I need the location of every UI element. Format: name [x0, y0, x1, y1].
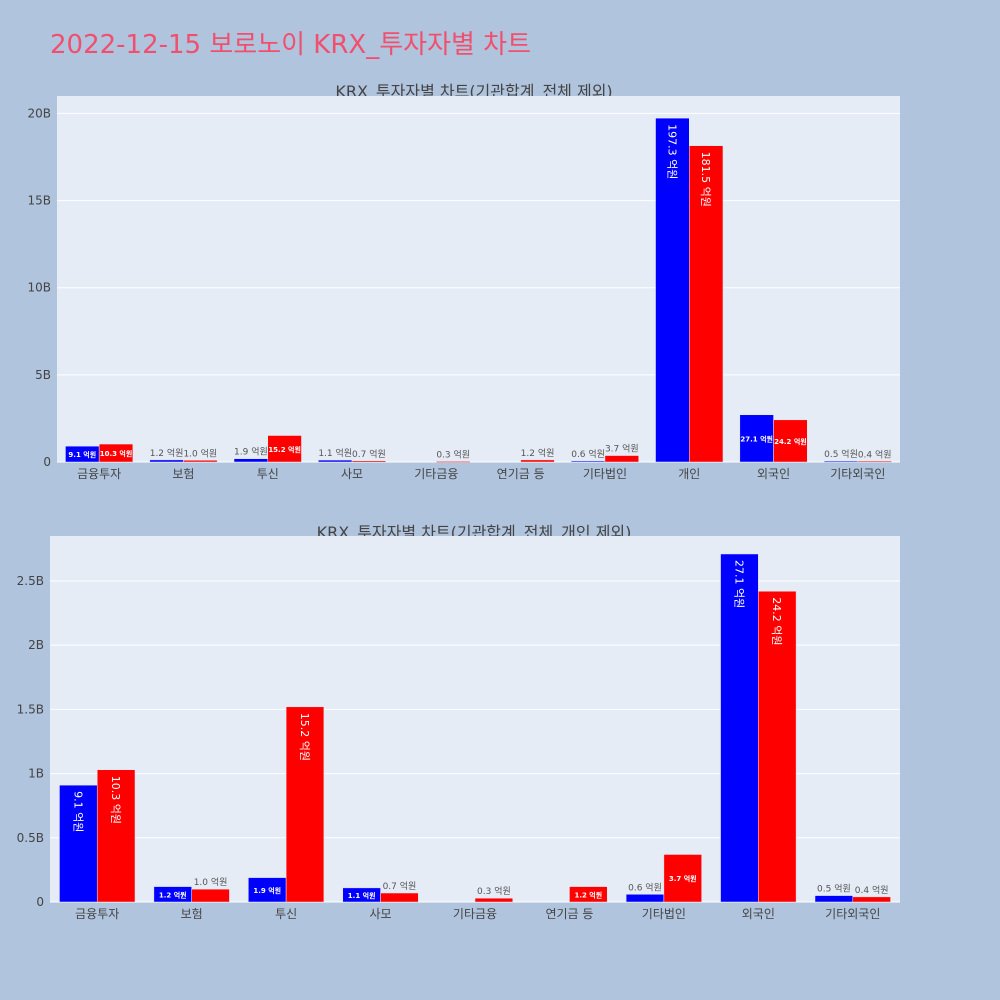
bar-buy	[59, 784, 98, 903]
data-label: 9.1 억원	[71, 791, 84, 832]
bar-sell	[569, 886, 608, 903]
bar-sell	[380, 892, 419, 903]
data-label: 27.1 억원	[740, 434, 773, 443]
data-label: 0.7 억원	[383, 880, 417, 892]
data-label: 0.5 억원	[824, 448, 858, 460]
data-label: 27.1 억원	[732, 560, 745, 608]
data-label: 1.1 억원	[318, 447, 352, 459]
data-label: 0.4 억원	[858, 448, 892, 460]
bar-sell	[474, 897, 514, 903]
bar-sell	[663, 854, 702, 903]
bar-sell	[773, 419, 808, 463]
bar-sell	[285, 706, 325, 903]
data-label: 3.7 억원	[605, 443, 639, 455]
data-label: 9.1 억원	[68, 450, 96, 459]
y-tick-label: 20B	[27, 106, 51, 120]
x-tick-label: 외국인	[742, 907, 775, 921]
data-label: 0.7 억원	[352, 448, 386, 460]
y-tick-label: 1.5B	[17, 702, 44, 716]
data-label: 0.3 억원	[477, 885, 511, 897]
data-label: 0.5 억원	[817, 883, 851, 895]
y-tick-label: 0	[36, 895, 44, 909]
y-tick-label: 0	[43, 455, 51, 469]
bar-buy	[720, 553, 759, 903]
data-label: 10.3 억원	[100, 449, 133, 458]
bar-sell	[520, 459, 555, 463]
bar-sell	[604, 455, 639, 463]
x-tick-label: 기타금융	[453, 907, 497, 921]
x-tick-label: 투신	[275, 907, 297, 921]
bar-sell	[96, 769, 136, 903]
bar-sell	[98, 443, 134, 463]
data-label: 1.9 억원	[234, 446, 268, 458]
y-tick-label: 2B	[28, 638, 44, 652]
x-tick-label: 투신	[257, 467, 279, 481]
bar-sell	[852, 896, 891, 903]
bar-sell	[191, 888, 230, 903]
data-label: 0.6 억원	[628, 881, 662, 893]
data-label: 10.3 억원	[109, 776, 122, 824]
bar-buy	[823, 460, 859, 463]
y-tick-label: 10B	[27, 281, 51, 295]
bar-sell	[267, 435, 302, 463]
x-tick-label: 기타외국인	[830, 467, 885, 481]
data-label: 0.6 억원	[571, 448, 605, 460]
x-tick-label: 사모	[341, 467, 363, 481]
data-label: 1.2 억원	[150, 447, 184, 459]
data-label: 0.4 억원	[855, 884, 889, 896]
x-tick-label: 사모	[370, 907, 392, 921]
bar-buy	[655, 117, 690, 463]
data-label: 1.2 억원	[159, 890, 187, 899]
x-tick-label: 기타금융	[414, 467, 458, 481]
bar-sell	[758, 590, 797, 903]
plot-area	[57, 96, 900, 462]
data-label: 1.2 억원	[574, 890, 602, 899]
bar-buy	[625, 894, 665, 903]
bar-buy	[248, 877, 287, 903]
x-tick-label: 금융투자	[75, 907, 119, 921]
data-label: 1.0 억원	[183, 447, 217, 459]
x-tick-label: 개인	[678, 467, 700, 481]
data-label: 1.9 억원	[253, 886, 281, 895]
y-tick-label: 1B	[28, 767, 44, 781]
main-title: 2022-12-15 보로노이 KRX_투자자별 차트	[50, 30, 532, 60]
y-tick-label: 0.5B	[17, 831, 44, 845]
data-label: 1.1 억원	[348, 891, 376, 900]
data-label: 24.2 억원	[770, 597, 783, 645]
y-tick-label: 5B	[35, 368, 51, 382]
data-label: 15.2 억원	[298, 713, 311, 761]
y-tick-label: 15B	[27, 194, 51, 208]
data-label: 15.2 억원	[268, 445, 301, 454]
bar-buy	[570, 460, 606, 463]
bar-sell	[857, 461, 892, 463]
bar-sell	[689, 145, 724, 463]
bar-buy	[739, 414, 774, 463]
data-label: 197.3 억원	[665, 124, 678, 179]
x-tick-label: 금융투자	[77, 467, 121, 481]
data-label: 24.2 억원	[774, 437, 807, 446]
data-label: 0.3 억원	[436, 448, 470, 460]
x-tick-label: 기타법인	[583, 467, 627, 481]
bar-buy	[814, 895, 854, 903]
data-label: 181.5 억원	[699, 152, 712, 207]
bar-buy	[233, 458, 268, 463]
y-tick-label: 2.5B	[17, 574, 44, 588]
bar-sell	[351, 460, 387, 463]
x-tick-label: 보험	[181, 907, 203, 921]
x-tick-label: 연기금 등	[545, 907, 593, 921]
data-label: 1.2 억원	[521, 447, 555, 459]
bar-sell	[436, 461, 471, 463]
data-label: 3.7 억원	[669, 874, 697, 883]
bar-buy	[318, 459, 353, 463]
data-label: 1.0 억원	[194, 876, 228, 888]
x-tick-label: 연기금 등	[497, 467, 545, 481]
x-tick-label: 보험	[172, 467, 194, 481]
x-tick-label: 기타외국인	[825, 907, 880, 921]
x-tick-label: 외국인	[757, 467, 790, 481]
bar-sell	[183, 460, 218, 463]
x-tick-label: 기타법인	[642, 907, 686, 921]
bar-buy	[149, 459, 184, 463]
